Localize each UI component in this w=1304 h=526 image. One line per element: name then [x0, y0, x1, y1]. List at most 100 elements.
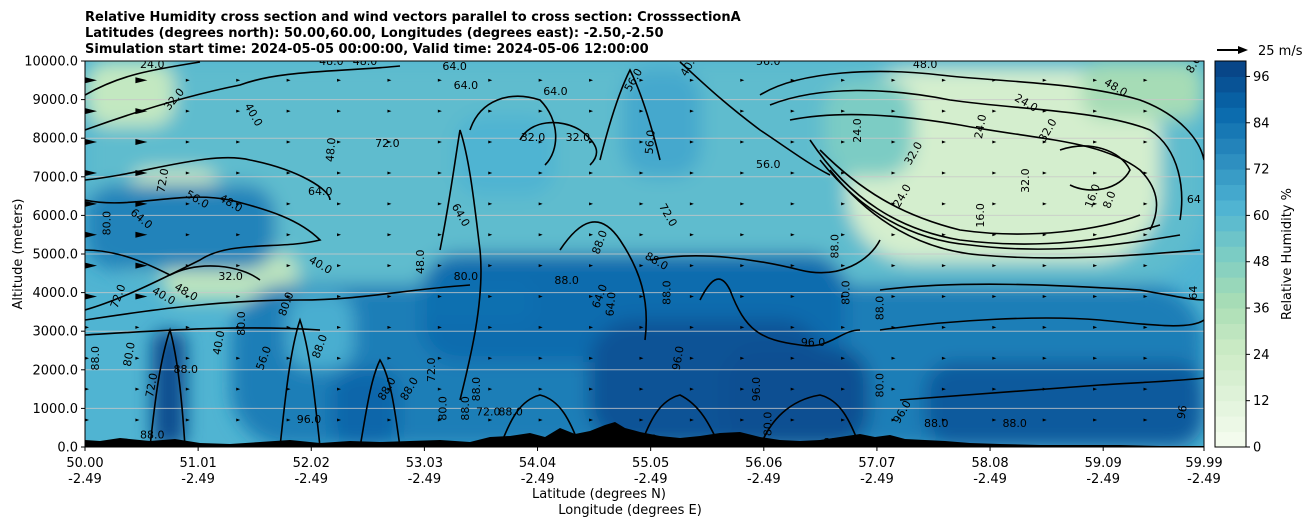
rh-region [454, 115, 556, 197]
colorbar-segment [1215, 107, 1246, 124]
contour-line [879, 283, 1204, 301]
colorbar-segment [1215, 138, 1246, 155]
wind-vector [185, 325, 190, 329]
wind-reference-label: 25 m/s [1258, 44, 1303, 59]
colorbar-segment [1215, 354, 1246, 371]
x-tick-label-lon: -2.49 [68, 472, 102, 487]
wind-vector [992, 356, 997, 360]
wind-vector [488, 325, 493, 329]
contour-line [439, 129, 482, 401]
wind-vector [689, 264, 694, 268]
wind-vector [841, 109, 846, 113]
wind-vector [538, 202, 543, 206]
contour-label: 80.0 [873, 373, 886, 398]
contour-label: 88.0 [828, 234, 841, 259]
wind-vector [941, 387, 946, 391]
wind-vector [538, 325, 543, 329]
contour-line [85, 284, 471, 321]
wind-vector [941, 109, 946, 113]
wind-vector [437, 233, 442, 237]
wind-vector [891, 325, 896, 329]
wind-vector [992, 202, 997, 206]
plot-area: 24.032.040.048.0 48.0 64.064.0 64.0 56.040.0… [84, 58, 1205, 448]
colorbar-tick-label: 60 [1253, 209, 1270, 224]
contour-line [85, 249, 261, 281]
wind-vector [488, 202, 493, 206]
wind-vector [740, 202, 745, 206]
y-tick-label: 0.0 [57, 441, 78, 456]
contour-label: 24.0 [851, 118, 864, 143]
wind-vector [337, 294, 342, 298]
wind-vector [236, 109, 241, 113]
wind-vector [437, 78, 442, 82]
x-tick-label-lat: 59.99 [1185, 456, 1222, 471]
contour-label: 24.0 [972, 113, 989, 139]
wind-vector [387, 294, 392, 298]
wind-vector [589, 264, 594, 268]
contour-line [899, 377, 1204, 401]
contour-label: 80.0 [235, 311, 248, 336]
wind-vector [841, 325, 846, 329]
wind-vector [135, 77, 148, 84]
wind-vector [689, 109, 694, 113]
wind-vector [639, 233, 644, 237]
wind-vector [538, 140, 543, 144]
wind-vector [236, 202, 241, 206]
wind-vector [941, 418, 946, 422]
wind-vector [135, 139, 148, 146]
wind-vector [941, 171, 946, 175]
contour-label: 48.0 [323, 137, 338, 163]
wind-vector [992, 109, 997, 113]
wind-vector [236, 418, 241, 422]
wind-vector [387, 171, 392, 175]
wind-vector [1042, 356, 1047, 360]
wind-vector [488, 264, 493, 268]
y-tick-label: 5000.0 [33, 248, 79, 263]
rh-region [824, 80, 914, 177]
wind-vector [740, 140, 745, 144]
rh-region [846, 68, 1161, 262]
contour-line [759, 70, 1204, 161]
contour-line [639, 394, 721, 447]
wind-vector [1042, 233, 1047, 237]
wind-vector [891, 202, 896, 206]
wind-vector [337, 78, 342, 82]
x-tick-label-lon: -2.49 [1086, 472, 1120, 487]
wind-vector [538, 264, 543, 268]
wind-vector [85, 231, 97, 238]
wind-vector [135, 387, 140, 391]
contour-line [679, 61, 831, 176]
contour-line [85, 327, 321, 336]
wind-vector [1093, 171, 1098, 175]
contour-label: 88.0 [174, 363, 199, 376]
colorbar-label: Relative Humidity % [1280, 188, 1295, 320]
wind-vector [85, 108, 97, 115]
wind-vector [941, 233, 946, 237]
wind-vector [941, 356, 946, 360]
contour-label: 24.0 [140, 58, 165, 71]
contour-label: 88.0 [498, 405, 523, 418]
y-tick-label: 9000.0 [33, 93, 79, 108]
wind-vector [1143, 233, 1148, 237]
wind-vector [891, 233, 896, 237]
x-tick-label-lat: 51.01 [180, 456, 217, 471]
wind-vector [740, 387, 745, 391]
wind-vector [337, 264, 342, 268]
wind-vector [992, 233, 997, 237]
wind-reference-arrowhead [1238, 46, 1248, 54]
wind-vector [639, 325, 644, 329]
wind-vector [1042, 325, 1047, 329]
colorbar-tick-label: 0 [1253, 441, 1261, 456]
contour-label: 64 [1187, 286, 1200, 300]
wind-vector [689, 356, 694, 360]
wind-vector [639, 78, 644, 82]
wind-vector [286, 418, 291, 422]
wind-vector [639, 294, 644, 298]
wind-vector [286, 325, 291, 329]
wind-vector [740, 264, 745, 268]
wind-vector [85, 325, 89, 329]
contour-label: 88.0 [924, 417, 949, 430]
wind-vector [185, 78, 190, 82]
contour-line [1059, 145, 1131, 191]
wind-vector [488, 294, 493, 298]
